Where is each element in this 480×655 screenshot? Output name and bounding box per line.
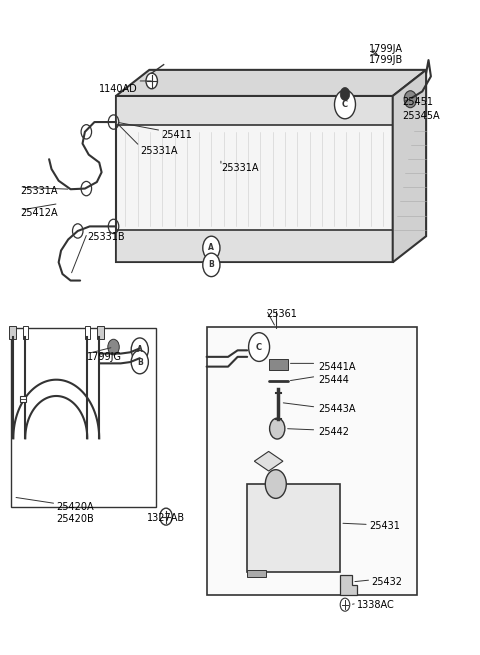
Circle shape (131, 350, 148, 374)
Text: B: B (208, 261, 214, 269)
Text: 1327AB: 1327AB (147, 514, 185, 523)
Polygon shape (116, 96, 393, 125)
Text: 25361: 25361 (266, 309, 297, 320)
Circle shape (335, 90, 356, 119)
Circle shape (160, 508, 172, 525)
Text: 25331A: 25331A (221, 162, 258, 173)
Text: 1140AD: 1140AD (99, 84, 137, 94)
Text: 25345A: 25345A (402, 111, 440, 121)
Circle shape (108, 339, 119, 355)
Bar (11, 328, 156, 507)
Text: 25331B: 25331B (87, 233, 125, 242)
Polygon shape (116, 96, 393, 262)
Text: 25442: 25442 (319, 427, 350, 437)
Text: 25444: 25444 (319, 375, 349, 384)
Polygon shape (116, 230, 393, 262)
Text: A: A (137, 345, 143, 354)
Text: 1799JG: 1799JG (87, 352, 122, 362)
Text: 25411: 25411 (161, 130, 192, 140)
Circle shape (340, 88, 350, 100)
Circle shape (249, 333, 270, 362)
Polygon shape (116, 70, 426, 96)
Bar (23, 326, 28, 339)
Text: 25420A: 25420A (56, 502, 94, 512)
Bar (206, 328, 417, 595)
Circle shape (203, 236, 220, 259)
Text: 1338AC: 1338AC (357, 600, 395, 610)
Bar (85, 326, 90, 339)
Polygon shape (269, 359, 288, 370)
Text: 25451: 25451 (402, 98, 433, 107)
Text: 25443A: 25443A (319, 404, 356, 414)
Bar (9, 326, 16, 339)
Text: C: C (256, 343, 262, 352)
Polygon shape (340, 575, 357, 595)
Text: 25331A: 25331A (21, 185, 58, 196)
Circle shape (146, 73, 157, 89)
Circle shape (131, 338, 148, 362)
Text: 25432: 25432 (371, 577, 402, 587)
Text: 25412A: 25412A (21, 208, 58, 218)
Circle shape (404, 91, 417, 107)
Bar (247, 484, 340, 572)
Text: A: A (208, 244, 214, 252)
Text: 25420B: 25420B (56, 514, 94, 523)
Bar (247, 570, 266, 576)
Circle shape (265, 470, 286, 498)
Text: C: C (342, 100, 348, 109)
Polygon shape (254, 451, 283, 471)
Polygon shape (393, 70, 426, 262)
Circle shape (340, 598, 350, 611)
Text: 25331A: 25331A (140, 147, 177, 157)
Circle shape (203, 253, 220, 276)
Text: 25441A: 25441A (319, 362, 356, 371)
Circle shape (270, 418, 285, 439)
Text: 25431: 25431 (369, 521, 400, 531)
Text: B: B (137, 358, 143, 367)
Bar (97, 326, 104, 339)
Text: 1799JA
1799JB: 1799JA 1799JB (369, 44, 403, 66)
